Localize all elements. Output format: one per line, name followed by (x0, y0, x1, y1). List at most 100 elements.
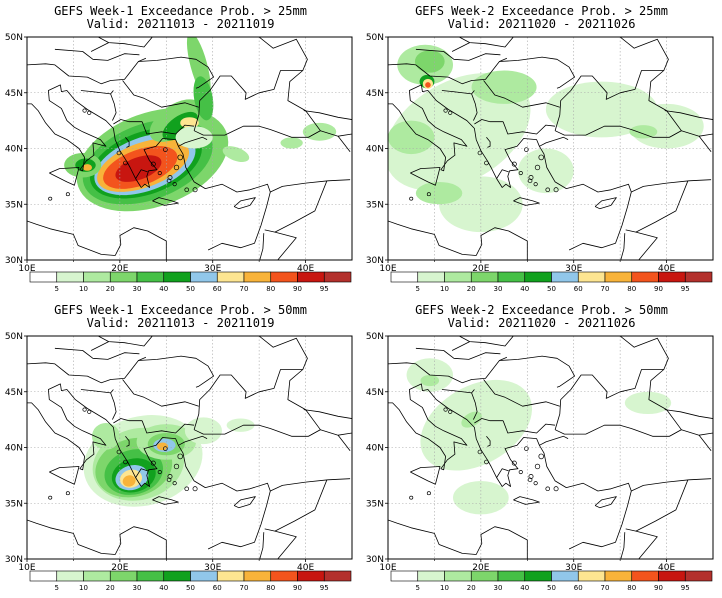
probability-region (624, 391, 672, 415)
colorbar-label: 60 (574, 285, 583, 293)
colorbar-swatch (497, 570, 526, 582)
map-panel-week2-25mm: GEFS Week-2 Exceedance Prob. > 25mm Vali… (361, 0, 722, 299)
coastline (458, 336, 514, 347)
coastline (619, 336, 669, 370)
coastline (308, 130, 352, 138)
coastline (258, 336, 308, 370)
probability-map: 10E 20E 30E 40E 50N 45N 40N 35N 30N 5 10 20 30 40 50 60… (366, 332, 714, 592)
coastline (483, 80, 506, 99)
coastline (483, 379, 506, 398)
longitude-label: 30E (565, 264, 582, 274)
island (150, 460, 156, 466)
coastline (337, 434, 351, 452)
longitude-label: 20E (472, 563, 489, 573)
colorbar-swatch (83, 570, 111, 582)
coastline (90, 42, 109, 52)
latitude-label: 45N (366, 89, 384, 99)
island (448, 110, 453, 115)
colorbar-swatch (163, 271, 191, 283)
island (123, 459, 128, 465)
island (163, 147, 168, 152)
colorbar-label: 95 (320, 584, 329, 592)
coastline (152, 197, 179, 206)
colorbar-label: 90 (654, 285, 663, 293)
colorbar-swatch (631, 271, 659, 283)
colorbar-label: 30 (133, 584, 142, 592)
island (534, 164, 541, 171)
coastline (274, 479, 328, 532)
colorbar: 5 10 20 30 40 50 60 70 80 90 95 (29, 271, 352, 293)
colorbar-swatch (524, 271, 552, 283)
longitude-label: 40E (658, 264, 675, 274)
colorbar-swatch (136, 271, 165, 283)
probability-region (420, 379, 533, 471)
colorbar-label: 50 (547, 584, 556, 592)
coastline (698, 434, 712, 452)
probability-region (545, 81, 658, 138)
island (545, 486, 550, 492)
island (533, 182, 538, 187)
coastline (698, 135, 712, 153)
island (533, 481, 538, 486)
map-panel-week1-25mm: GEFS Week-1 Exceedance Prob. > 25mm Vali… (0, 0, 361, 299)
island (448, 409, 453, 414)
coastline (388, 57, 508, 85)
island (553, 187, 559, 193)
latitude-label: 30N (366, 256, 384, 266)
island (443, 108, 448, 113)
colorbar-label: 40 (520, 584, 529, 592)
colorbar-swatch (29, 570, 58, 582)
coastline (539, 435, 569, 446)
coastline (635, 479, 689, 532)
colorbar-label: 95 (681, 285, 690, 293)
colorbar-swatch (604, 271, 633, 283)
map-panel-week2-50mm: GEFS Week-2 Exceedance Prob. > 50mm Vali… (361, 299, 722, 598)
island (534, 463, 541, 470)
island (177, 453, 183, 460)
coastline (504, 396, 560, 407)
island (409, 196, 414, 201)
coastline (110, 389, 117, 420)
longitude-label: 30E (565, 563, 582, 573)
colorbar-swatch (83, 271, 111, 283)
island (518, 469, 523, 475)
colorbar-label: 30 (133, 285, 142, 293)
map-area: 10E 20E 30E 40E 50N 45N 40N 35N 30N (366, 332, 714, 573)
coastline (635, 180, 689, 233)
coastline (233, 496, 256, 509)
latitude-label: 50N (366, 332, 384, 342)
colorbar-swatch (56, 570, 84, 582)
coastline (620, 532, 626, 559)
colorbar-label: 10 (79, 584, 88, 592)
island (484, 459, 489, 465)
colorbar-swatch (216, 271, 245, 283)
island (477, 150, 483, 156)
island (48, 196, 53, 201)
island (511, 161, 517, 167)
island (82, 108, 87, 113)
coastline (513, 496, 540, 505)
coastline (388, 383, 632, 550)
island (511, 460, 517, 466)
coastline (451, 341, 470, 351)
island (528, 474, 534, 479)
coastline (125, 137, 130, 148)
island (443, 407, 448, 412)
colorbar-label: 80 (266, 285, 275, 293)
colorbar-label: 20 (106, 584, 115, 592)
colorbar-label: 90 (654, 584, 663, 592)
colorbar-label: 40 (159, 285, 168, 293)
island (150, 161, 156, 167)
probability-region (471, 70, 537, 104)
coastline (499, 355, 576, 388)
colorbar-swatch (323, 271, 352, 283)
colorbar-swatch (684, 271, 713, 283)
colorbar-swatch (190, 271, 218, 283)
colorbar-label: 40 (520, 285, 529, 293)
colorbar-swatch (470, 271, 499, 283)
coastline (27, 220, 167, 256)
coastline (264, 229, 297, 260)
colorbar-label: 5 (55, 285, 59, 293)
latitude-label: 30N (5, 256, 23, 266)
coastline (410, 466, 441, 485)
